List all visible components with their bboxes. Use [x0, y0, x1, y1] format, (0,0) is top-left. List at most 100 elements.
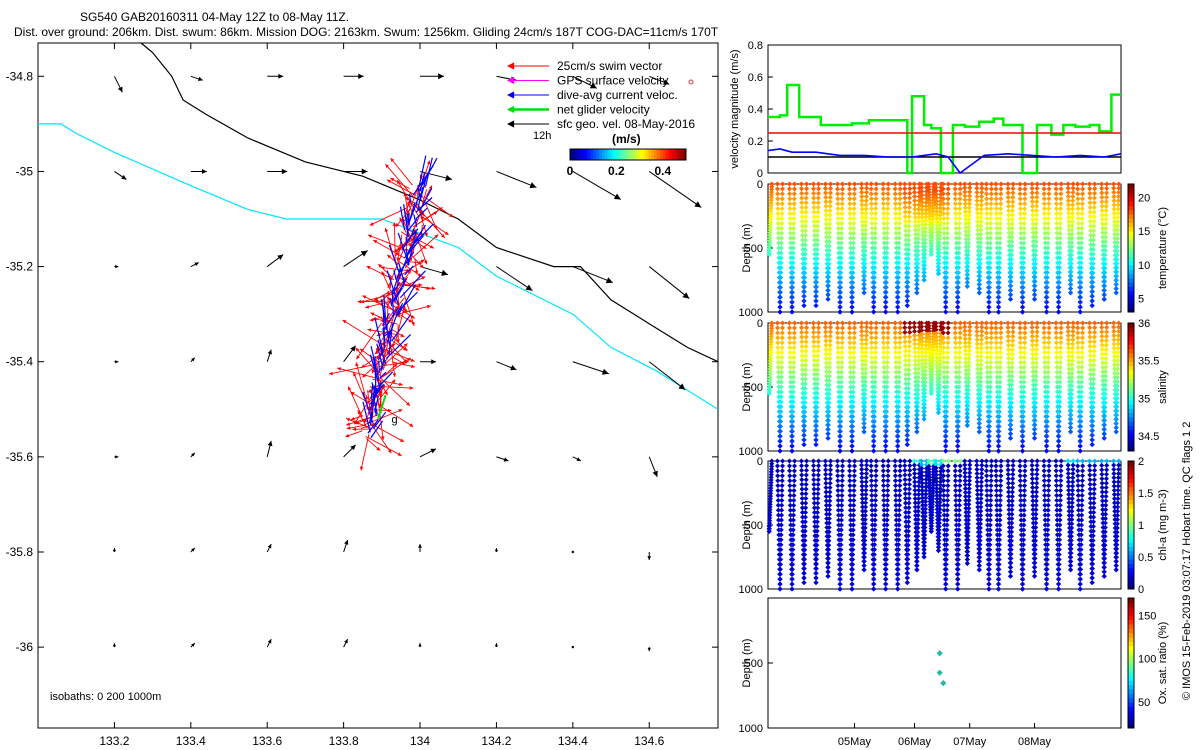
profile-data-point [814, 265, 820, 271]
profile-data-point [846, 181, 852, 187]
dive-avg-current-vector [399, 291, 419, 311]
swim-vector [397, 276, 420, 291]
dive-avg-current-vector [362, 401, 371, 433]
profile-data-point [852, 181, 858, 187]
sfc-geo-vector-head [191, 357, 195, 362]
profile-data-point [775, 196, 781, 202]
swim-vector-head [387, 179, 392, 184]
dive-avg-current-vector [419, 188, 433, 211]
net-glider-velocity [377, 394, 387, 420]
profile-data-point [799, 214, 805, 220]
profile-data-point [883, 289, 889, 295]
profile-data-point [769, 186, 775, 192]
profile-colorbar-cell [1128, 209, 1134, 215]
profile-colorbar-cell [1128, 525, 1134, 530]
profile-colorbar-cell [1128, 563, 1134, 569]
profile-data-point [815, 195, 821, 201]
profile-data-point [803, 209, 809, 215]
profile-data-point [802, 251, 808, 257]
swim-vector-head [387, 284, 391, 289]
swim-vector-head [398, 382, 403, 387]
profile-data-point [801, 293, 807, 299]
swim-vector-head [396, 313, 401, 318]
profile-data-point [824, 239, 830, 245]
swim-vector-head [350, 391, 355, 396]
profile-ytick-label: 1000 [739, 307, 763, 319]
swim-vector-head [390, 178, 395, 182]
profile-colorbar-tick: 1 [1138, 520, 1144, 532]
sfc-geo-vector-head [115, 264, 119, 269]
swim-vector-head [369, 318, 374, 322]
profile-data-point [884, 265, 890, 271]
swim-vector-head [449, 213, 454, 218]
sfc-geo-vector-head [191, 452, 195, 457]
profile-data-point [861, 290, 867, 296]
profile-colorbar-cell [1128, 529, 1134, 535]
profile-colorbar-cell [1128, 571, 1134, 577]
swim-vector [395, 207, 412, 228]
sfc-geo-vector [496, 170, 537, 188]
sfc-geo-vector-head [358, 73, 364, 80]
swim-vector-head [353, 372, 357, 377]
profile-ytick-label: 0 [757, 456, 763, 468]
profile-data-point [871, 289, 877, 295]
dive-avg-current-vector [372, 396, 378, 415]
profile-colorbar-cell [1128, 550, 1134, 556]
dive-avg-current-vector [372, 384, 376, 399]
profile-colorbar-cell [1128, 399, 1134, 405]
swim-vector-head [398, 409, 403, 413]
swim-vector-head [378, 404, 382, 408]
profile-data-point [862, 260, 868, 267]
profile-data-point [779, 210, 785, 217]
dive-avg-current-vector [408, 193, 412, 204]
profile-data-point [835, 230, 841, 236]
colorbar-cell [570, 149, 574, 160]
swim-vector-head [387, 449, 392, 454]
profile-colorbar-cell [1128, 335, 1134, 341]
dive-avg-current-vector [399, 206, 406, 231]
profile-data-point [883, 270, 890, 276]
swim-vector-head [420, 259, 425, 264]
colorbar-cell [604, 149, 609, 160]
velocity-ytick-label: 0 [757, 168, 763, 180]
profile-data-point [778, 265, 784, 271]
sfc-geo-vector-head [201, 168, 207, 174]
swim-vector-head [346, 422, 351, 426]
map-xtick-label: 134.2 [481, 734, 511, 748]
profile-data-point [776, 245, 782, 251]
profile-colorbar-cell [1128, 559, 1134, 564]
dive-avg-current-vector [370, 420, 384, 439]
dive-avg-current-vector [362, 391, 374, 424]
profile-colorbar-cell [1128, 260, 1134, 266]
sfc-geo-vector [572, 361, 609, 375]
swim-vector-head [396, 306, 401, 311]
profile-data-point [803, 223, 809, 229]
swim-vector-head [355, 347, 360, 352]
profile-colorbar-cell [1128, 348, 1134, 354]
profile-colorbar-cell [1128, 201, 1134, 206]
profile-data-point [871, 270, 878, 276]
sfc-geo-vector-head [418, 643, 422, 647]
colorbar-cell [607, 149, 612, 160]
profile-colorbar-cell [1128, 533, 1134, 539]
profile-colorbar-cell [1128, 344, 1134, 350]
profile-data-point [798, 186, 805, 192]
swim-vector-head [441, 234, 445, 238]
profile-data-point [766, 249, 772, 255]
profile-data-point [834, 186, 841, 192]
sfc-geo-vector-head [652, 470, 658, 477]
profile-colorbar-cell [1128, 218, 1134, 223]
profile-data-point [868, 181, 874, 187]
swim-vector-head [409, 242, 413, 247]
swim-vector [413, 228, 428, 265]
dive-avg-current-vector [384, 312, 390, 321]
dive-avg-current-vector [379, 371, 387, 379]
profile-data-point [884, 260, 890, 266]
swim-vector-head [386, 350, 391, 355]
swim-vector [379, 377, 411, 407]
profile-data-point [822, 181, 828, 187]
profile-colorbar-cell [1128, 412, 1134, 418]
profile-data-point [802, 265, 808, 271]
profile-data-point [799, 228, 805, 234]
profile-colorbar-cell [1128, 391, 1134, 397]
